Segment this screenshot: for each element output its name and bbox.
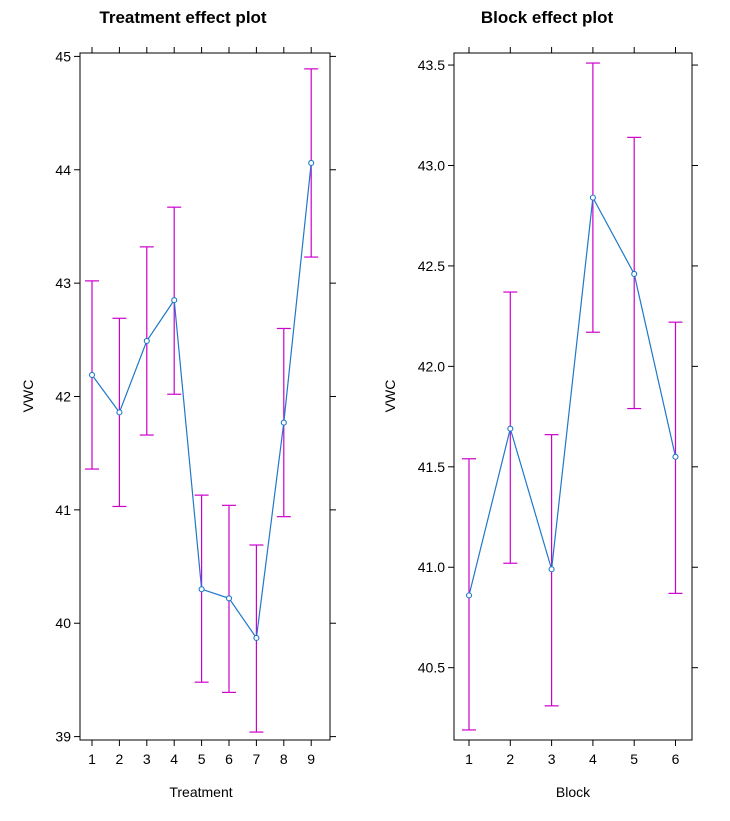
treatment-data-point	[88, 371, 96, 379]
treatment-data-point	[308, 159, 315, 167]
treatment-x-tick-label: 2	[116, 751, 124, 767]
block-data-point	[465, 592, 473, 599]
block-data-marks	[462, 62, 683, 731]
treatment-x-tick-label: 1	[88, 751, 96, 767]
treatment-x-tick-label: 9	[307, 751, 315, 767]
treatment-data-point	[116, 409, 123, 416]
treatment-y-tick-label: 45	[55, 48, 71, 64]
block-x-tick-label: 4	[589, 751, 597, 767]
block-y-tick-label: 43.5	[418, 57, 445, 73]
block-y-tick-label: 40.5	[418, 660, 445, 676]
treatment-x-axis-label: Treatment	[169, 784, 232, 800]
block-data-point	[589, 194, 596, 201]
treatment-data-point	[280, 419, 287, 426]
block-data-point	[548, 566, 555, 573]
block-plot-frame	[453, 52, 693, 741]
block-data-point	[672, 453, 679, 460]
treatment-y-tick-label: 39	[55, 729, 71, 745]
treatment-y-tick-label: 42	[55, 389, 71, 405]
block-x-axis-label: Block	[556, 784, 591, 800]
treatment-chart-title: Treatment effect plot	[99, 8, 267, 27]
treatment-x-tick-label: 3	[143, 751, 151, 767]
treatment-y-tick-label: 41	[55, 502, 71, 518]
block-x-tick-label: 6	[672, 751, 680, 767]
block-y-axis-label: VWC	[382, 380, 398, 413]
block-y-tick-label: 41.5	[418, 459, 445, 475]
block-x-tick-label: 1	[465, 751, 473, 767]
treatment-y-tick-label: 40	[55, 615, 71, 631]
treatment-data-point	[225, 595, 233, 602]
treatment-data-marks	[85, 68, 319, 733]
treatment-x-tick-label: 5	[198, 751, 206, 767]
treatment-y-tick-label: 44	[55, 162, 71, 178]
block-effect-line	[468, 195, 677, 596]
block-axes: 40.5 41.0 41.5 42.0 42.5 43.0 43.5 1 2 3 4 5 6	[418, 47, 698, 767]
block-y-tick-label: 41.0	[418, 559, 445, 575]
treatment-x-tick-label: 6	[225, 751, 233, 767]
block-x-tick-label: 2	[506, 751, 514, 767]
block-x-tick-label: 3	[548, 751, 556, 767]
treatment-data-point	[253, 634, 260, 642]
treatment-x-tick-label: 4	[170, 751, 178, 767]
block-panel: Block effect plot Block VWC 40.5 41.0 41.5…	[382, 8, 698, 800]
treatment-y-tick-label: 43	[55, 275, 71, 291]
treatment-panel: Treatment effect plot Treatment VWC 3940…	[20, 8, 336, 800]
treatment-y-axis-label: VWC	[20, 380, 36, 413]
block-chart-title: Block effect plot	[481, 8, 614, 27]
block-data-point	[631, 270, 638, 278]
treatment-plot-frame	[79, 52, 331, 741]
block-y-tick-label: 42.0	[418, 358, 445, 374]
block-data-point	[507, 425, 514, 432]
treatment-data-point	[198, 586, 205, 593]
treatment-data-point	[143, 337, 150, 345]
treatment-data-point	[171, 297, 178, 304]
treatment-x-tick-label: 8	[280, 751, 288, 767]
block-y-tick-label: 43.0	[418, 157, 445, 173]
block-y-tick-label: 42.5	[418, 258, 445, 274]
block-x-tick-label: 5	[630, 751, 638, 767]
treatment-x-tick-label: 7	[253, 751, 261, 767]
